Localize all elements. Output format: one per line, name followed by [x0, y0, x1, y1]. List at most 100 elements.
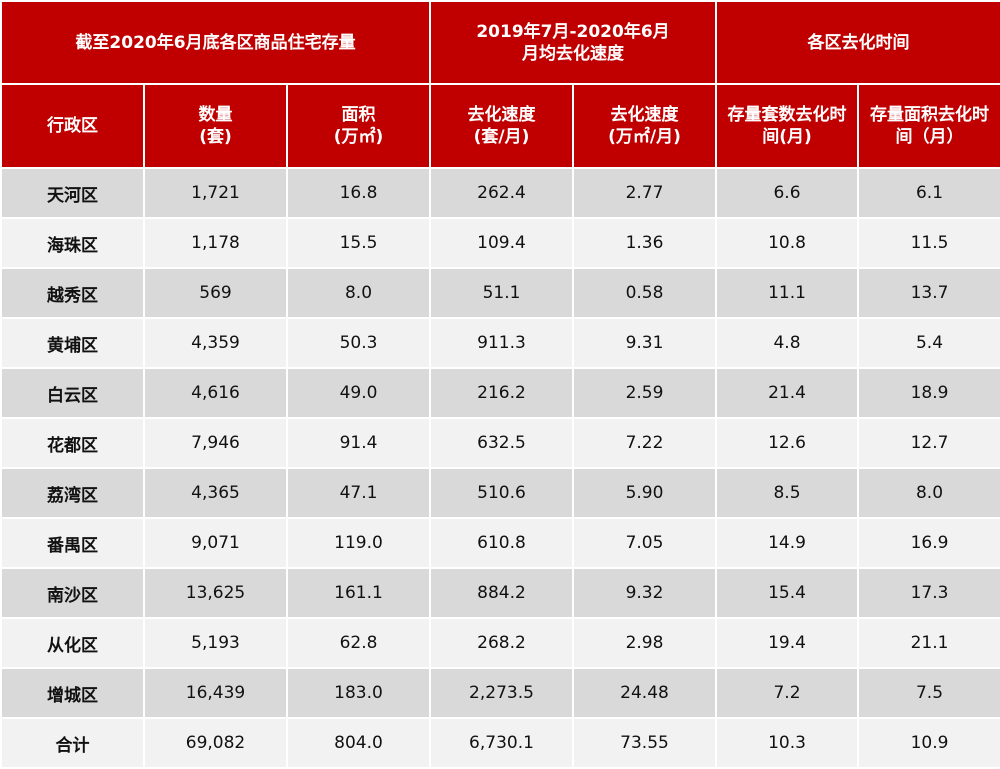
- cell-area: 91.4: [286, 417, 431, 469]
- header-group-speed-line2: 月均去化速度: [522, 43, 624, 64]
- cell-time-units: 19.4: [715, 617, 859, 669]
- table-row: 南沙区 13,625 161.1 884.2 9.32 15.4 17.3: [0, 567, 1000, 619]
- cell-speed-units: 610.8: [429, 517, 574, 569]
- header-time-area: 存量面积去化时 间（月）: [857, 83, 1000, 169]
- cell-time-units: 15.4: [715, 567, 859, 619]
- cell-time-units: 14.9: [715, 517, 859, 569]
- cell-district: 黄埔区: [0, 317, 145, 369]
- table-row: 花都区 7,946 91.4 632.5 7.22 12.6 12.7: [0, 417, 1000, 469]
- cell-speed-units: 510.6: [429, 467, 574, 519]
- header-area: 面积 (万㎡): [286, 83, 431, 169]
- cell-time-area: 7.5: [857, 667, 1000, 719]
- cell-area: 15.5: [286, 217, 431, 269]
- header-group-speed: 2019年7月-2020年6月 月均去化速度: [429, 0, 717, 85]
- cell-speed-area: 2.59: [572, 367, 717, 419]
- cell-time-area: 13.7: [857, 267, 1000, 319]
- cell-quantity: 4,365: [143, 467, 288, 519]
- cell-speed-area: 2.77: [572, 167, 717, 219]
- table-body: 天河区 1,721 16.8 262.4 2.77 6.6 6.1 海珠区 1,178 15.5 1…: [0, 167, 1000, 769]
- header-speed-area-line2: (万㎡/月): [608, 127, 681, 147]
- cell-speed-area: 7.05: [572, 517, 717, 569]
- cell-time-area: 17.3: [857, 567, 1000, 619]
- header-speed-units-line1: 去化速度: [467, 105, 536, 125]
- cell-area: 161.1: [286, 567, 431, 619]
- table-row: 从化区 5,193 62.8 268.2 2.98 19.4 21.1: [0, 617, 1000, 669]
- cell-district: 合计: [0, 717, 145, 769]
- cell-speed-units: 911.3: [429, 317, 574, 369]
- header-column-row: 行政区 数量 (套) 面积 (万㎡) 去化速度 (套/月) 去化速度 (万㎡/月…: [0, 83, 1000, 169]
- cell-quantity: 69,082: [143, 717, 288, 769]
- header-quantity: 数量 (套): [143, 83, 288, 169]
- header-group-row: 截至2020年6月底各区商品住宅存量 2019年7月-2020年6月 月均去化速…: [0, 0, 1000, 85]
- cell-speed-units: 262.4: [429, 167, 574, 219]
- cell-speed-units: 884.2: [429, 567, 574, 619]
- cell-time-units: 21.4: [715, 367, 859, 419]
- header-group-inventory: 截至2020年6月底各区商品住宅存量: [0, 0, 431, 85]
- cell-time-area: 5.4: [857, 317, 1000, 369]
- cell-speed-area: 24.48: [572, 667, 717, 719]
- cell-quantity: 4,616: [143, 367, 288, 419]
- cell-speed-area: 9.31: [572, 317, 717, 369]
- cell-quantity: 13,625: [143, 567, 288, 619]
- cell-quantity: 5,193: [143, 617, 288, 669]
- cell-area: 183.0: [286, 667, 431, 719]
- header-speed-area-line1: 去化速度: [610, 105, 679, 125]
- cell-time-units: 4.8: [715, 317, 859, 369]
- cell-quantity: 1,178: [143, 217, 288, 269]
- cell-time-area: 6.1: [857, 167, 1000, 219]
- cell-speed-units: 6,730.1: [429, 717, 574, 769]
- cell-district: 南沙区: [0, 567, 145, 619]
- header-group-speed-line1: 2019年7月-2020年6月: [476, 21, 670, 42]
- cell-district: 番禺区: [0, 517, 145, 569]
- header-time-units-line2: 间(月): [762, 127, 812, 147]
- cell-area: 16.8: [286, 167, 431, 219]
- cell-district: 荔湾区: [0, 467, 145, 519]
- cell-district: 海珠区: [0, 217, 145, 269]
- cell-time-units: 7.2: [715, 667, 859, 719]
- cell-time-area: 8.0: [857, 467, 1000, 519]
- header-district: 行政区: [0, 83, 145, 169]
- table-row: 海珠区 1,178 15.5 109.4 1.36 10.8 11.5: [0, 217, 1000, 269]
- cell-speed-units: 109.4: [429, 217, 574, 269]
- table-row: 黄埔区 4,359 50.3 911.3 9.31 4.8 5.4: [0, 317, 1000, 369]
- cell-area: 119.0: [286, 517, 431, 569]
- cell-time-area: 10.9: [857, 717, 1000, 769]
- cell-time-area: 12.7: [857, 417, 1000, 469]
- cell-district: 天河区: [0, 167, 145, 219]
- cell-time-units: 10.8: [715, 217, 859, 269]
- cell-speed-units: 2,273.5: [429, 667, 574, 719]
- cell-time-area: 11.5: [857, 217, 1000, 269]
- cell-time-area: 16.9: [857, 517, 1000, 569]
- table-row: 荔湾区 4,365 47.1 510.6 5.90 8.5 8.0: [0, 467, 1000, 519]
- header-time-area-line1: 存量面积去化时: [870, 105, 989, 125]
- table-header: 截至2020年6月底各区商品住宅存量 2019年7月-2020年6月 月均去化速…: [0, 0, 1000, 169]
- cell-speed-area: 5.90: [572, 467, 717, 519]
- cell-speed-units: 51.1: [429, 267, 574, 319]
- header-time-area-line2: 间（月）: [895, 127, 964, 147]
- cell-quantity: 9,071: [143, 517, 288, 569]
- cell-speed-units: 216.2: [429, 367, 574, 419]
- table-row: 增城区 16,439 183.0 2,273.5 24.48 7.2 7.5: [0, 667, 1000, 719]
- cell-time-units: 11.1: [715, 267, 859, 319]
- table-row: 越秀区 569 8.0 51.1 0.58 11.1 13.7: [0, 267, 1000, 319]
- header-speed-units-line2: (套/月): [473, 127, 530, 147]
- cell-time-units: 10.3: [715, 717, 859, 769]
- cell-area: 8.0: [286, 267, 431, 319]
- cell-quantity: 1,721: [143, 167, 288, 219]
- header-quantity-line2: (套): [199, 127, 232, 147]
- cell-district: 从化区: [0, 617, 145, 669]
- cell-quantity: 569: [143, 267, 288, 319]
- cell-speed-units: 632.5: [429, 417, 574, 469]
- header-speed-units: 去化速度 (套/月): [429, 83, 574, 169]
- cell-district: 越秀区: [0, 267, 145, 319]
- cell-area: 804.0: [286, 717, 431, 769]
- header-quantity-line1: 数量: [198, 105, 233, 125]
- cell-speed-area: 9.32: [572, 567, 717, 619]
- cell-speed-area: 0.58: [572, 267, 717, 319]
- cell-area: 49.0: [286, 367, 431, 419]
- header-group-time: 各区去化时间: [715, 0, 1000, 85]
- cell-district: 增城区: [0, 667, 145, 719]
- header-speed-area: 去化速度 (万㎡/月): [572, 83, 717, 169]
- cell-area: 47.1: [286, 467, 431, 519]
